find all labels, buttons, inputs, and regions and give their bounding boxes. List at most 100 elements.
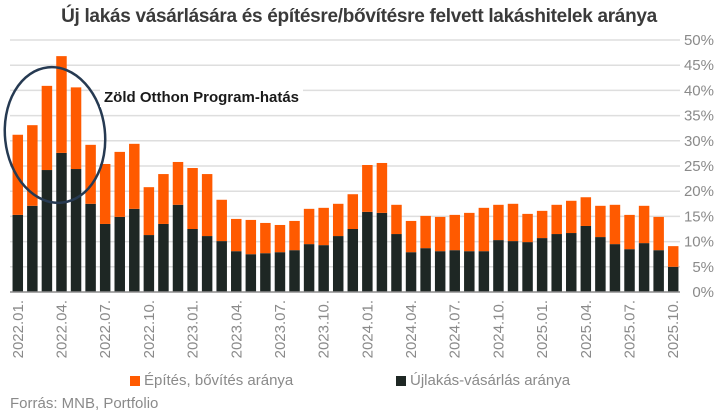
highlight-ellipse xyxy=(3,65,107,205)
y-tick-label: 40% xyxy=(684,82,714,99)
bar-segment-purchase xyxy=(158,223,169,292)
y-tick-label: 5% xyxy=(692,259,714,276)
bar-segment-construction xyxy=(274,224,286,253)
bar-segment-construction xyxy=(303,208,315,245)
bar-segment-purchase xyxy=(566,233,577,292)
x-tick-label: 2023.10. xyxy=(316,300,333,358)
bar-segment-construction xyxy=(27,125,38,206)
y-tick-label: 20% xyxy=(684,183,714,200)
bar-segment-construction xyxy=(391,204,402,235)
bar-segment-construction xyxy=(624,214,635,250)
bar-segment-construction xyxy=(56,56,67,153)
legend-label-construction: Építés, bővítés aránya xyxy=(144,372,294,389)
bar-segment-purchase xyxy=(85,203,96,292)
bar-segment-purchase xyxy=(56,152,67,292)
bar-segment-purchase xyxy=(624,249,635,292)
legend-swatch-purchase xyxy=(396,375,406,386)
x-tick-label: 2025.01. xyxy=(534,300,551,358)
bar-segment-purchase xyxy=(347,229,359,292)
x-tick-label: 2024.01. xyxy=(359,300,376,358)
bar-segment-purchase xyxy=(274,252,286,292)
y-tick-label: 25% xyxy=(684,158,714,175)
bar-segment-construction xyxy=(609,204,621,245)
x-axis-ticks: 2022.01. 2022.04. 2022.07. 2022.10. 2023.01.… xyxy=(10,300,682,358)
bar-segment-purchase xyxy=(41,170,53,292)
bar-segment-purchase xyxy=(114,216,125,292)
bar-segment-purchase xyxy=(493,240,504,292)
bar-segment-purchase xyxy=(391,234,402,292)
bar-segment-purchase xyxy=(464,251,475,292)
bar-segment-construction xyxy=(245,219,257,255)
bar-segment-purchase xyxy=(551,234,562,292)
y-tick-label: 35% xyxy=(684,108,714,125)
bar-segment-purchase xyxy=(507,241,519,292)
x-tick-label: 2023.01. xyxy=(185,300,202,358)
bar-segment-construction xyxy=(201,174,213,237)
bar-segment-construction xyxy=(376,162,388,213)
legend-label-purchase: Újlakás-vásárlás aránya xyxy=(410,372,571,389)
bar-segment-purchase xyxy=(27,205,38,292)
bar-segment-construction xyxy=(405,220,417,253)
bar-segment-purchase xyxy=(99,223,111,292)
bar-segment-purchase xyxy=(522,242,533,292)
bar-segment-purchase xyxy=(580,225,592,292)
y-tick-label: 30% xyxy=(684,133,714,150)
bar-segment-construction xyxy=(172,161,184,205)
legend-swatch-construction xyxy=(130,375,140,386)
x-tick-label: 2022.01. xyxy=(10,300,27,358)
bar-segment-construction xyxy=(216,199,227,242)
bar-segment-construction xyxy=(434,216,446,252)
bar-segment-purchase xyxy=(449,250,460,292)
bar-segment-construction xyxy=(99,163,111,224)
bar-segment-purchase xyxy=(70,169,82,292)
bar-segment-purchase xyxy=(260,253,271,292)
bar-segment-construction xyxy=(260,222,271,254)
bar-segment-purchase xyxy=(332,236,344,292)
bar-segment-purchase xyxy=(201,236,213,292)
x-tick-label: 2025.07. xyxy=(622,300,639,358)
bar-segment-purchase xyxy=(536,238,548,292)
bar-segment-purchase xyxy=(434,251,446,292)
bar-segment-construction xyxy=(289,220,300,251)
bar-segment-construction xyxy=(318,207,329,246)
bar-segment-purchase xyxy=(187,229,198,292)
bars xyxy=(12,56,679,292)
x-tick-label: 2024.04. xyxy=(403,300,420,358)
bar-segment-construction xyxy=(231,218,242,252)
bar-segment-purchase xyxy=(638,243,650,292)
bar-segment-purchase xyxy=(376,212,388,292)
bar-segment-construction xyxy=(85,144,96,204)
legend-item-purchase: Újlakás-vásárlás aránya xyxy=(396,372,570,389)
bar-segment-construction xyxy=(566,200,577,234)
x-tick-label: 2023.04. xyxy=(228,300,245,358)
bar-segment-construction xyxy=(667,246,679,267)
annotation-label: Zöld Otthon Program-hatás xyxy=(100,88,303,107)
x-tick-label: 2025.10. xyxy=(665,300,682,358)
y-tick-label: 15% xyxy=(684,208,714,225)
bar-segment-purchase xyxy=(231,251,242,292)
x-tick-label: 2022.10. xyxy=(141,300,158,358)
bar-segment-construction xyxy=(420,215,431,249)
bar-segment-purchase xyxy=(362,211,373,292)
chart-title: Új lakás vásárlására és építésre/bővítés… xyxy=(61,6,657,27)
bar-segment-construction xyxy=(187,168,198,229)
bar-segment-purchase xyxy=(172,204,184,292)
bar-segment-purchase xyxy=(129,208,140,292)
bar-segment-construction xyxy=(70,87,82,170)
source-note: Forrás: MNB, Portfolio xyxy=(10,395,159,412)
bar-segment-construction xyxy=(158,174,169,224)
bar-segment-purchase xyxy=(289,250,300,292)
bar-segment-purchase xyxy=(667,266,679,292)
y-tick-label: 50% xyxy=(684,32,714,49)
bar-segment-construction xyxy=(493,204,504,241)
bar-segment-construction xyxy=(143,187,155,236)
bar-segment-purchase xyxy=(303,244,315,292)
bar-segment-construction xyxy=(114,151,125,217)
bar-segment-construction xyxy=(478,207,490,252)
gridlines xyxy=(10,39,680,268)
bar-segment-construction xyxy=(41,85,53,171)
x-tick-label: 2024.07. xyxy=(447,300,464,358)
bar-segment-purchase xyxy=(216,241,227,292)
bar-segment-construction xyxy=(507,203,519,242)
